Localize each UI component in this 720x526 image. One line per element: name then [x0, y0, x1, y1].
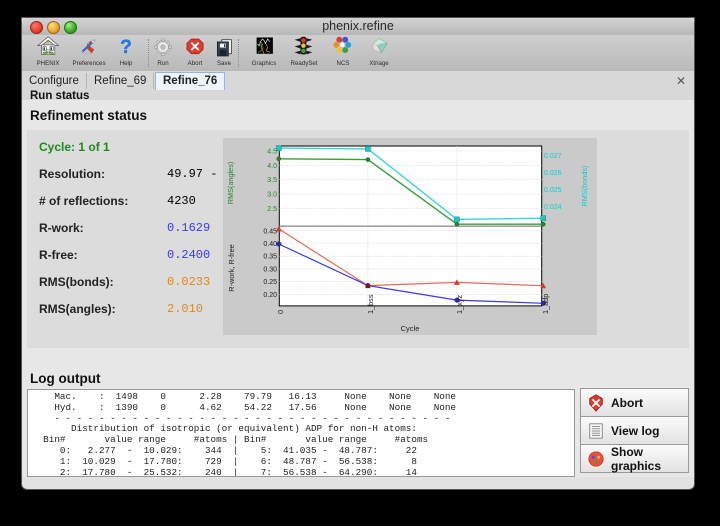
svg-text:0.25: 0.25 [263, 279, 277, 286]
svg-text:RMS(angles): RMS(angles) [226, 162, 235, 205]
svg-text:Cycle: Cycle [401, 324, 420, 333]
svg-text:0.30: 0.30 [263, 266, 277, 273]
svg-text:2.5: 2.5 [267, 206, 277, 213]
svg-text:0.025: 0.025 [544, 187, 562, 194]
svg-text:1_bss: 1_bss [366, 294, 375, 314]
svg-text:0.35: 0.35 [263, 254, 277, 261]
svg-text:0.40: 0.40 [263, 241, 277, 248]
svg-text:0.027: 0.027 [544, 153, 562, 160]
svg-text:3.0: 3.0 [267, 192, 277, 199]
svg-text:0.45: 0.45 [263, 228, 277, 235]
svg-text:0.024: 0.024 [544, 204, 562, 211]
svg-text:0.026: 0.026 [544, 170, 562, 177]
svg-text:?: ? [120, 37, 132, 58]
svg-text:3.5: 3.5 [267, 177, 277, 184]
svg-text:RMS(bonds): RMS(bonds) [580, 166, 589, 207]
svg-text:1_adp: 1_adp [541, 294, 550, 314]
svg-text:0: 0 [276, 310, 285, 314]
svg-text:1_xyz: 1_xyz [455, 295, 464, 314]
svg-text:R-work, R-free: R-work, R-free [227, 244, 236, 291]
svg-text:4.5: 4.5 [267, 149, 277, 156]
svg-text:4.0: 4.0 [267, 163, 277, 170]
svg-text:0.20: 0.20 [263, 292, 277, 299]
